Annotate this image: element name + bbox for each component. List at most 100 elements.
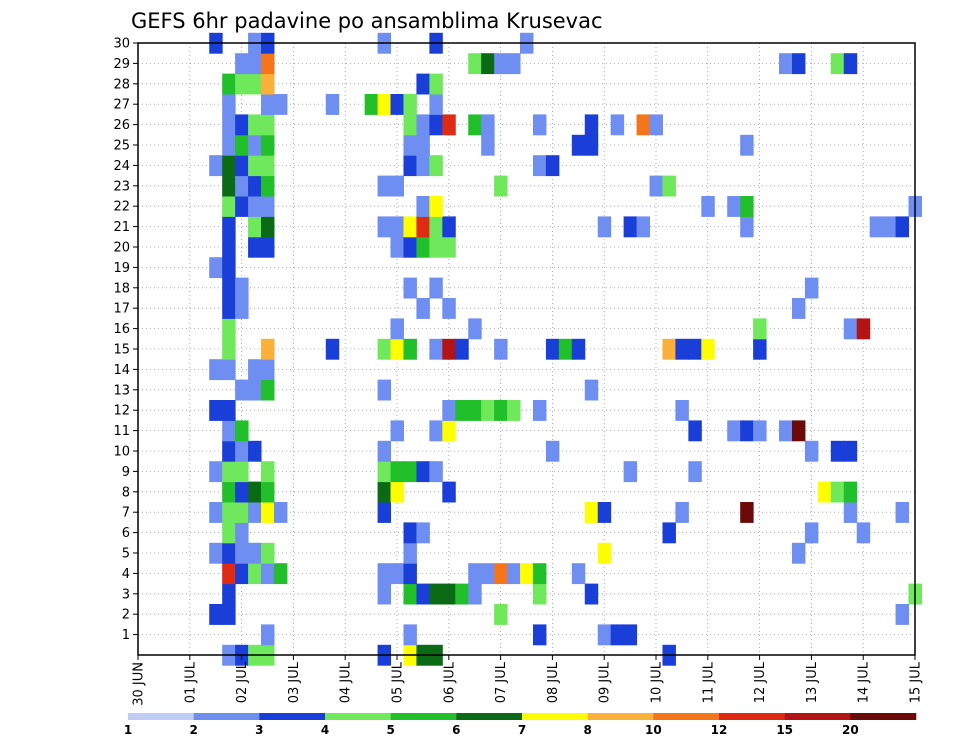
heatmap-cell [235, 461, 249, 483]
heatmap-cell [222, 359, 236, 381]
heatmap-cell [662, 338, 676, 360]
y-tick-label: 6 [122, 526, 130, 541]
heatmap-cell [248, 155, 262, 177]
y-tick-label: 13 [113, 383, 130, 398]
heatmap-cell [740, 216, 754, 238]
colorbar-swatch [259, 713, 326, 720]
heatmap-cell [740, 196, 754, 217]
heatmap-cell [261, 461, 275, 483]
heatmap-cell [429, 216, 443, 238]
x-tick-label: 14 JUL [857, 661, 872, 703]
heatmap-cell [235, 379, 249, 401]
heatmap-cell [442, 583, 456, 605]
heatmap-cell [468, 318, 482, 340]
heatmap-cell [222, 440, 236, 462]
heatmap-cell [532, 563, 547, 585]
heatmap-cell [830, 440, 845, 462]
heatmap-cell [403, 216, 417, 238]
heatmap-cell [532, 155, 547, 177]
heatmap-cell [429, 583, 443, 605]
heatmap-cell [209, 502, 223, 523]
heatmap-cell [235, 175, 249, 197]
heatmap-cell [222, 257, 236, 279]
heatmap-cell [248, 175, 262, 197]
x-tick-label: 11 JUL [701, 661, 716, 703]
heatmap-cell [843, 318, 858, 340]
heatmap-cell [442, 481, 456, 503]
heatmap-cell [468, 563, 482, 585]
heatmap-cell [636, 216, 651, 238]
x-tick-label: 10 JUL [650, 661, 665, 703]
heatmap-cell [209, 542, 223, 564]
heatmap-cell [209, 461, 223, 483]
heatmap-cell [222, 338, 236, 360]
heatmap-cell [390, 236, 404, 258]
colorbar-label: 1 [124, 723, 132, 737]
heatmap-cell [442, 216, 456, 238]
heatmap-cell [261, 155, 275, 177]
heatmap-cell [235, 277, 249, 299]
heatmap-cell [364, 94, 379, 115]
heatmap-cell [753, 318, 767, 340]
y-tick-label: 1 [122, 628, 130, 643]
heatmap-cell [416, 216, 430, 238]
heatmap-cell [843, 440, 858, 462]
y-tick-label: 25 [113, 139, 130, 154]
x-tick-label: 03 JUL [287, 661, 302, 703]
heatmap-cell [843, 502, 858, 523]
heatmap-cell [390, 481, 404, 503]
heatmap-cell [584, 114, 599, 136]
heatmap-cell [545, 155, 560, 177]
heatmap-cell [261, 94, 275, 115]
heatmap-cell [235, 440, 249, 462]
heatmap-cell [481, 114, 495, 136]
heatmap-cell [507, 400, 521, 421]
heatmap-cell [481, 134, 495, 156]
heatmap-cell [753, 420, 767, 442]
heatmap-cell [649, 114, 663, 136]
heatmap-cell [222, 134, 236, 156]
heatmap-cell [753, 338, 767, 360]
heatmap-cell [222, 175, 236, 197]
heatmap-cell [222, 216, 236, 238]
heatmap-cell [235, 502, 249, 523]
heatmap-cell [688, 461, 702, 483]
y-tick-label: 21 [113, 220, 130, 235]
heatmap-cell [209, 604, 223, 625]
heatmap-cell [507, 563, 521, 585]
heatmap-cell [895, 216, 910, 238]
heatmap-cell [235, 563, 249, 585]
x-tick-label: 04 JUL [339, 661, 354, 703]
y-tick-label: 20 [113, 241, 130, 256]
heatmap-cell [248, 440, 262, 462]
heatmap-cell [222, 420, 236, 442]
y-tick-label: 8 [122, 485, 130, 500]
heatmap-cell [429, 420, 443, 442]
heatmap-cell [468, 53, 482, 75]
heatmap-cell [649, 175, 663, 197]
y-tick-label: 30 [113, 37, 130, 52]
heatmap-cell [235, 155, 249, 177]
heatmap-cell [455, 400, 469, 421]
colorbar-swatch [193, 713, 260, 720]
heatmap-cell [261, 73, 275, 95]
heatmap-cell [662, 522, 676, 544]
heatmap-cell [416, 522, 430, 544]
heatmap-cell [222, 583, 236, 605]
heatmap-cell [403, 563, 417, 585]
heatmap-cell [623, 216, 638, 238]
heatmap-cell [494, 400, 508, 421]
colorbar-label: 4 [321, 723, 329, 737]
heatmap-cell [248, 196, 262, 217]
y-tick-label: 14 [113, 363, 130, 378]
heatmap-cell [403, 542, 417, 564]
heatmap-cell [416, 196, 430, 217]
x-axis-ticks: 30 JUN 01 JUL 02 JUL 03 JUL 04 JUL 05 JUL 06 J… [132, 655, 924, 706]
heatmap-cell [520, 563, 534, 585]
heatmap-cell [377, 481, 392, 503]
heatmap-cell [390, 175, 404, 197]
heatmap-cell [403, 277, 417, 299]
heatmap-cell [261, 542, 275, 564]
heatmap-cell [442, 236, 456, 258]
heatmap-cell [261, 563, 275, 585]
